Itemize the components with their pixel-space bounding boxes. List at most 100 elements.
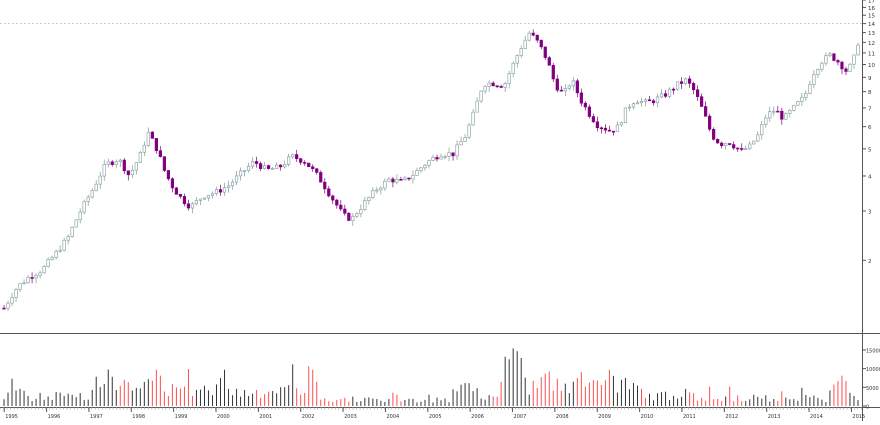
candle-up [14,289,18,298]
candle-up [106,161,110,165]
price-tick-label: 5 [868,147,872,153]
date-tick-label: 2001 [259,414,272,420]
candle-down [315,168,319,173]
candle-up [46,259,50,267]
candle-up [194,200,199,205]
price-tick-label: 2 [868,259,872,265]
candle-up [130,169,134,176]
candle-up [744,148,748,151]
candle-up [291,154,295,158]
price-tick-label: 12 [868,41,875,47]
candle-up [222,187,227,193]
candle-up [411,175,415,180]
candle-up [615,124,620,132]
price-tick-label: 3 [868,209,872,215]
candle-down [736,147,740,150]
candle-up [487,82,491,87]
candle-down [399,179,403,181]
candle-down [836,60,840,63]
candle-down [162,156,166,171]
candle-down [2,307,6,310]
price-tick-label: 10 [868,63,875,69]
candle-up [724,143,728,146]
candle-down [716,139,720,144]
candle-down [307,162,311,168]
candle-up [571,80,575,87]
date-tick-label: 2002 [302,414,315,420]
candle-up [772,110,776,113]
candle-down [531,32,535,36]
candle-up [50,257,54,260]
candle-up [455,144,459,157]
candle-up [54,250,58,258]
candle-down [603,127,608,131]
candle-up [38,272,42,276]
candle-up [431,157,435,161]
candle-up [142,145,146,153]
candle-down [692,83,696,91]
candle-up [748,143,752,150]
candle-down [319,172,323,183]
candle-down [708,115,712,130]
date-tick-label: 2005 [429,414,442,420]
candle-down [583,102,587,108]
candle-down [303,162,307,164]
candle-down [607,129,612,132]
price-tick-label: 4 [868,174,872,180]
candle-up [852,54,856,65]
candle-down [720,142,724,146]
candle-up [359,209,363,215]
date-tick-label: 1997 [90,414,103,420]
date-tick-label: 2008 [556,414,569,420]
candle-up [635,102,640,105]
candle-down [218,189,223,193]
candle-up [507,73,511,84]
price-tick-label: 8 [868,90,872,96]
candle-up [439,156,443,160]
date-tick-label: 2007 [514,414,527,420]
candle-up [643,99,648,102]
candle-down [391,178,395,183]
candle-down [267,165,271,169]
candle-up [379,187,383,191]
candle-down [535,34,539,41]
candle-up [471,111,475,126]
candle-up [94,183,98,191]
candle-up [519,48,523,56]
candle-up [82,201,86,213]
price-tick-label: 13 [868,31,875,37]
candle-down [154,138,158,151]
candle-up [351,216,355,221]
candle-up [283,164,287,168]
date-tick-label: 2015 [852,414,865,420]
date-tick-label: 2011 [683,414,696,420]
candle-down [780,110,784,120]
candle-down [295,154,299,159]
candle-up [631,103,636,108]
candle-up [467,124,471,138]
candle-up [683,78,688,84]
candle-up [70,226,74,237]
candle-up [800,96,804,102]
volume-tick-label: 10000 [866,367,880,373]
candle-up [752,140,756,145]
candle-up [210,193,215,196]
candle-up [659,93,664,98]
candle-down [776,110,780,113]
price-tick-label: 17 [868,0,875,5]
candle-down [178,194,183,197]
volume-panel [3,348,859,406]
candle-up [816,69,820,75]
candle-down [671,88,676,91]
candle-down [150,131,154,139]
date-axis: 1995 1996 1997 1998 1999 2000 2001 2002 2003 2004… [0,407,865,420]
date-tick-label: 2010 [641,414,654,420]
candle-down [331,195,335,201]
candle-up [459,141,463,146]
candle-up [226,185,231,188]
candle-up [98,175,102,185]
candle-up [655,96,660,104]
candle-down [591,116,595,123]
